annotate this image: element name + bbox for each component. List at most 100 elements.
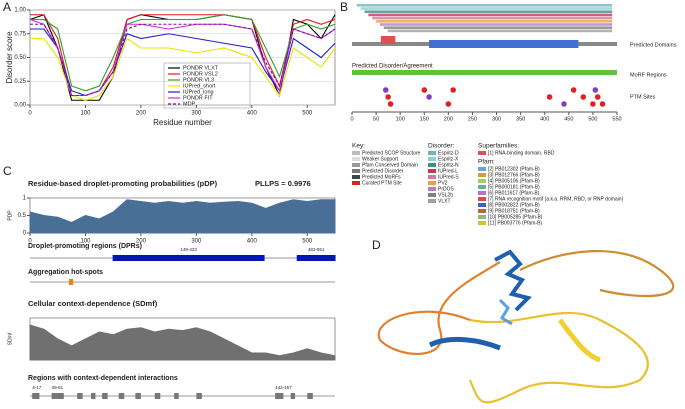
panel-label: C: [3, 164, 12, 178]
legend-swatch: [478, 185, 486, 189]
legend-item: Espritz-D: [438, 150, 459, 156]
x-tick-label: 200: [136, 111, 147, 117]
interaction-region: [118, 393, 125, 399]
strand: [498, 298, 513, 326]
legend-item: VLXT: [438, 198, 451, 204]
interaction-region: [135, 393, 141, 399]
legend-title: Key:: [352, 143, 365, 150]
chain: [468, 311, 649, 404]
x-tick-label: 150: [420, 116, 429, 122]
x-tick-label: 50: [373, 116, 379, 122]
y-tick-label: 0.00: [14, 103, 26, 109]
disorder-track: [356, 4, 613, 7]
legend-swatch: [352, 175, 360, 179]
legend-label: PONDR VLXT: [183, 65, 219, 71]
x-tick-label: 550: [612, 116, 621, 122]
region-label: 442-457: [275, 385, 292, 390]
track-label: Predicted Disorder/Agreement: [352, 64, 433, 70]
helix: [557, 318, 601, 363]
disorder-track: [376, 20, 613, 23]
x-tick-label: 100: [80, 111, 91, 117]
legend-item: [2] PB012302 (Pfam-B): [488, 166, 540, 172]
x-tick-label: 100: [396, 116, 405, 122]
x-tick-label: 500: [302, 239, 313, 245]
section-title: Droplet-promoting regions (DPRs): [28, 243, 142, 250]
legend-item: Pfam Conserved Domain: [362, 162, 418, 168]
y-tick-label: 0.25: [14, 79, 26, 85]
region-label: 4-17: [32, 385, 42, 390]
chain: [519, 249, 675, 298]
legend-item: IUPred-L: [438, 168, 458, 174]
legend-swatch: [428, 169, 436, 173]
dpr-region: [296, 255, 336, 261]
interaction-region: [154, 393, 161, 399]
legend-swatch: [478, 221, 486, 225]
legend-item: [8] PB002822 (Pfam-B): [488, 202, 540, 208]
legend-item: Weaker Support: [362, 156, 399, 162]
y-axis-label: SDmf: [7, 332, 13, 345]
area: [29, 324, 336, 361]
interaction-region: [77, 393, 83, 399]
legend-item: [10] PB005285 (Pfam-B): [488, 214, 543, 220]
legend-swatch: [478, 167, 486, 171]
legend-label: PONDR FIT: [183, 95, 213, 101]
y-axis-label: PDP: [7, 210, 13, 221]
x-tick-label: 200: [136, 239, 147, 245]
x-tick-label: 200: [444, 116, 453, 122]
region-label: 149-423: [180, 247, 197, 252]
legend-swatch: [478, 209, 486, 213]
ptm-site: [382, 86, 389, 94]
legend-item: PrDOS: [438, 186, 455, 192]
ptm-site: [421, 86, 428, 94]
ptm-site: [387, 100, 394, 108]
legend-swatch: [478, 203, 486, 207]
legend-swatch: [428, 151, 436, 155]
x-tick-label: 300: [191, 239, 202, 245]
legend-swatch: [428, 187, 436, 191]
ptm-site: [580, 93, 587, 101]
legend-title: Superfamilies:: [478, 143, 519, 150]
track-label: PTM Sites: [630, 94, 656, 100]
legend-item: [4] PB005106 (Pfam-B): [488, 178, 540, 184]
ptm-site: [425, 93, 433, 101]
disorder-track: [368, 13, 613, 17]
x-tick-label: 400: [540, 116, 549, 122]
panel-label: A: [3, 0, 11, 14]
section-title: Aggregation hot-spots: [28, 269, 103, 276]
protein-structure: [377, 249, 675, 404]
legend-item: PV2: [438, 180, 448, 186]
track-label: MoRF Regions: [630, 72, 667, 78]
disorder-track: [379, 23, 613, 26]
disorder-track: [387, 29, 613, 33]
x-tick-label: 450: [564, 116, 573, 122]
legend-swatch: [428, 175, 436, 179]
legend-box: [163, 62, 251, 109]
legend-label: MDP: [183, 101, 196, 107]
legend-item: [11] PB003776 (Pfam-B): [488, 220, 542, 226]
interaction-region: [91, 393, 96, 399]
ptm-site: [560, 100, 568, 108]
x-tick-label: 250: [468, 116, 477, 122]
x-tick-label: 0: [350, 116, 353, 122]
y-tick-label: 1: [23, 196, 27, 202]
legend-swatch: [478, 173, 486, 177]
y-axis-label: Disorder score: [5, 31, 14, 84]
x-tick-label: 500: [302, 111, 313, 117]
ptm-site: [449, 86, 457, 94]
legend-swatch: [352, 151, 360, 155]
legend-swatch: [428, 157, 436, 161]
ptm-site: [592, 86, 599, 94]
interaction-region: [307, 393, 313, 399]
disorder-track: [364, 10, 613, 13]
legend-item: [7] RNA recognition motif (a.k.a. RRM, R…: [488, 196, 624, 202]
ptm-site: [546, 93, 553, 101]
y-tick-label: 0.75: [14, 31, 26, 37]
ptm-site: [384, 93, 392, 101]
x-tick-label: 0: [28, 239, 32, 245]
legend-item: IUPred-S: [438, 174, 459, 180]
legend-swatch: [428, 193, 436, 197]
legend-item: Predicted Disorder: [362, 168, 404, 174]
ptm-site: [570, 86, 577, 94]
disorder-track: [360, 7, 613, 10]
